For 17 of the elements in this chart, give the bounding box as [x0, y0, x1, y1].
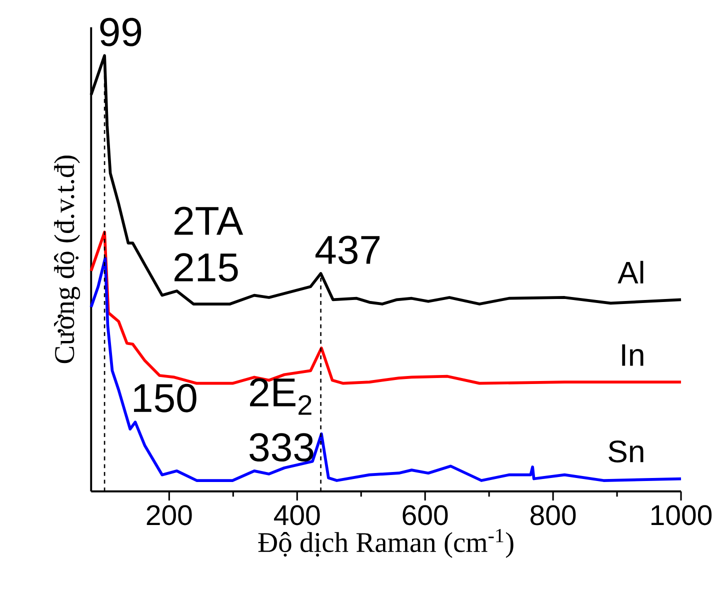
x-tick-label: 1000: [651, 505, 712, 526]
annotation: 333: [250, 433, 314, 462]
x-tick-label: 800: [530, 505, 576, 526]
annotation: 2TA: [174, 206, 244, 235]
annotation: 99: [100, 18, 142, 46]
series-label: Sn: [608, 440, 644, 463]
x-axis-title: Độ dịch Raman (cm$^{-1}$): [258, 529, 514, 558]
x-tick-label: 200: [146, 505, 192, 526]
y-axis-title: Cường độ (đ.v.t.đ): [54, 156, 80, 364]
series-label: In: [622, 344, 644, 366]
x-tick-label: 600: [402, 505, 448, 526]
annotation: 2E$_{2}$: [250, 378, 312, 415]
annotation: 437: [315, 236, 380, 264]
annotation: 215: [174, 253, 238, 282]
series-label: Al: [618, 260, 644, 284]
x-tick-label: 400: [274, 505, 320, 526]
annotation: 150: [134, 384, 196, 412]
